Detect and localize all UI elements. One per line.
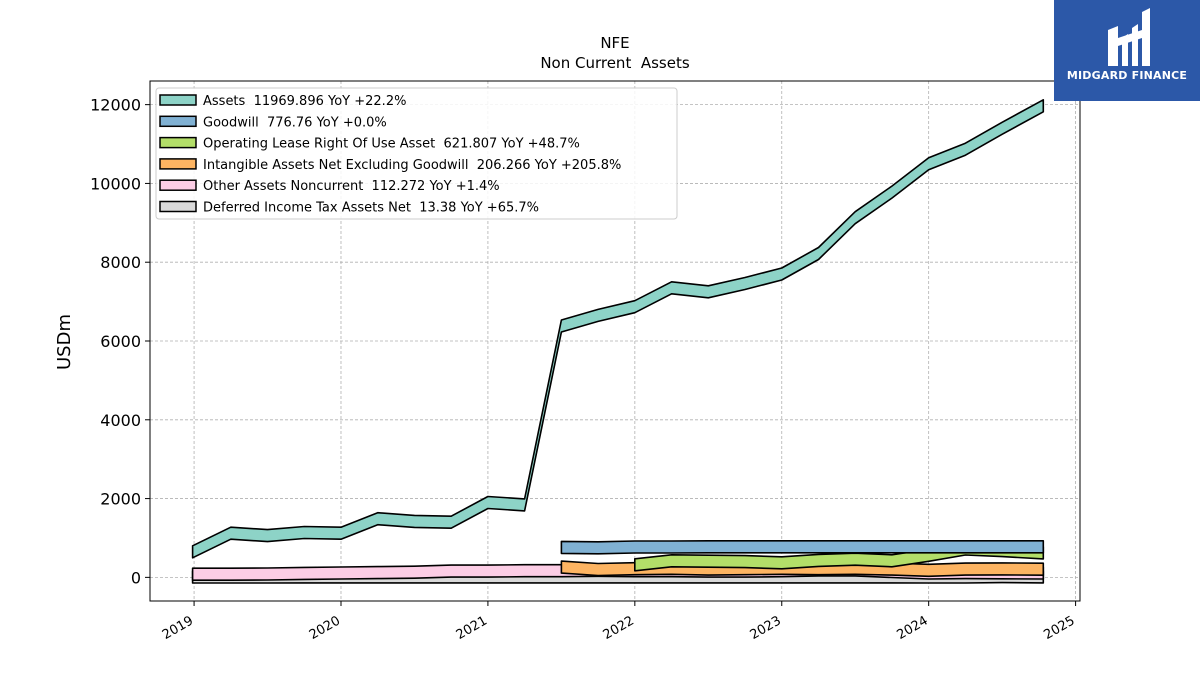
legend-swatch [159, 94, 197, 106]
series-area-assets [191, 99, 1045, 559]
legend-swatch [159, 136, 197, 149]
midgard-finance-logo: MIDGARD FINANCE [1054, 0, 1200, 101]
y-tick-label: 4000 [100, 411, 141, 430]
series-area-goodwill [560, 539, 1045, 555]
x-tick-label: 2022 [601, 613, 637, 643]
x-tick-label: 2024 [895, 613, 931, 643]
y-tick-label: 12000 [90, 96, 141, 115]
logo-mark-icon [1108, 8, 1150, 66]
y-tick-label: 2000 [100, 490, 141, 509]
y-axis-label: USDm [54, 314, 75, 370]
chart-title: NFE [600, 34, 629, 52]
x-tick-label: 2025 [1041, 613, 1077, 643]
legend-label: Goodwill 776.76 YoY +0.0% [203, 115, 387, 130]
x-tick-label: 2020 [307, 613, 343, 643]
legend-swatch [159, 179, 197, 191]
logo-text: MIDGARD FINANCE [1066, 69, 1188, 82]
legend-label: Intangible Assets Net Excluding Goodwill… [203, 158, 621, 173]
y-tick-label: 8000 [100, 253, 141, 272]
x-tick-label: 2019 [160, 613, 196, 643]
legend-swatch [159, 115, 197, 128]
legend-swatch [159, 200, 197, 213]
legend-box [155, 87, 678, 220]
x-tick-label: 2023 [748, 613, 784, 643]
legend-label: Other Assets Noncurrent 112.272 YoY +1.4… [203, 179, 500, 194]
x-tick-label: 2021 [454, 613, 490, 643]
y-tick-label: 0 [131, 568, 141, 587]
series-layer [191, 99, 1045, 584]
legend-swatch [159, 158, 197, 170]
legend-label: Operating Lease Right Of Use Asset 621.8… [203, 137, 580, 152]
y-tick-label: 6000 [100, 332, 141, 351]
legend-label: Assets 11969.896 YoY +22.2% [203, 94, 406, 109]
legend: Assets 11969.896 YoY +22.2% Goodwill 776.… [155, 87, 678, 220]
y-tick-label: 10000 [90, 174, 141, 193]
chart-subtitle: Non Current Assets [540, 54, 690, 72]
legend-label: Deferred Income Tax Assets Net 13.38 YoY… [203, 201, 539, 216]
